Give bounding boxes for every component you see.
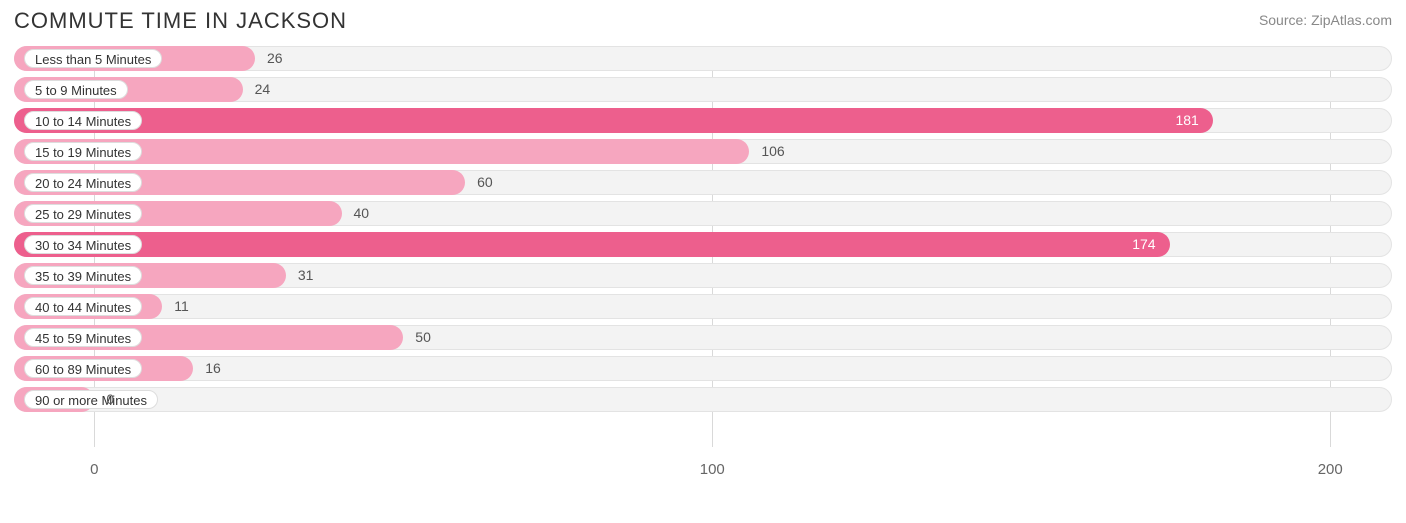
bar-row: 25 to 29 Minutes 40 <box>14 201 1392 226</box>
bar-row: 45 to 59 Minutes 50 <box>14 325 1392 350</box>
value-label: 106 <box>761 139 784 164</box>
category-label: 40 to 44 Minutes <box>24 297 142 316</box>
value-label: 24 <box>255 77 271 102</box>
value-label: 50 <box>415 325 431 350</box>
chart-area: 0 100 200 Less than 5 Minutes 26 5 to 9 Minut… <box>14 46 1392 478</box>
bar-row: 5 to 9 Minutes 24 <box>14 77 1392 102</box>
category-label: 45 to 59 Minutes <box>24 328 142 347</box>
value-label: 16 <box>205 356 221 381</box>
value-label: 26 <box>267 46 283 71</box>
category-label: 20 to 24 Minutes <box>24 173 142 192</box>
bar-row: 15 to 19 Minutes 106 <box>14 139 1392 164</box>
x-axis-label: 0 <box>90 461 98 478</box>
bar-row: 90 or more Minutes0 <box>14 387 1392 412</box>
category-label: 5 to 9 Minutes <box>24 80 128 99</box>
value-label: 181 <box>1175 108 1198 133</box>
x-axis-label: 100 <box>700 461 725 478</box>
bar-row: 10 to 14 Minutes 181 <box>14 108 1392 133</box>
bar-row: 60 to 89 Minutes 16 <box>14 356 1392 381</box>
bar-row: 20 to 24 Minutes 60 <box>14 170 1392 195</box>
bar-track <box>14 294 1392 319</box>
category-label: 90 or more Minutes <box>24 390 158 409</box>
category-label: 35 to 39 Minutes <box>24 266 142 285</box>
bar-row: 40 to 44 Minutes 11 <box>14 294 1392 319</box>
bar-fill <box>14 108 1213 133</box>
category-label: 60 to 89 Minutes <box>24 359 142 378</box>
value-label: 60 <box>477 170 493 195</box>
category-label: Less than 5 Minutes <box>24 49 162 68</box>
value-label: 11 <box>174 294 189 319</box>
bar-row: 35 to 39 Minutes 31 <box>14 263 1392 288</box>
bar-row: Less than 5 Minutes 26 <box>14 46 1392 71</box>
chart-source: Source: ZipAtlas.com <box>1259 12 1392 28</box>
bar-fill <box>14 232 1170 257</box>
category-label: 30 to 34 Minutes <box>24 235 142 254</box>
value-label: 31 <box>298 263 314 288</box>
chart-container: COMMUTE TIME IN JACKSON Source: ZipAtlas… <box>0 0 1406 523</box>
category-label: 25 to 29 Minutes <box>24 204 142 223</box>
value-label: 0 <box>106 387 114 412</box>
category-label: 10 to 14 Minutes <box>24 111 142 130</box>
value-label: 40 <box>354 201 370 226</box>
bar-track <box>14 387 1392 412</box>
bar-row: 30 to 34 Minutes 174 <box>14 232 1392 257</box>
category-label: 15 to 19 Minutes <box>24 142 142 161</box>
x-axis-label: 200 <box>1318 461 1343 478</box>
chart-title: COMMUTE TIME IN JACKSON <box>14 8 347 34</box>
value-label: 174 <box>1132 232 1155 257</box>
